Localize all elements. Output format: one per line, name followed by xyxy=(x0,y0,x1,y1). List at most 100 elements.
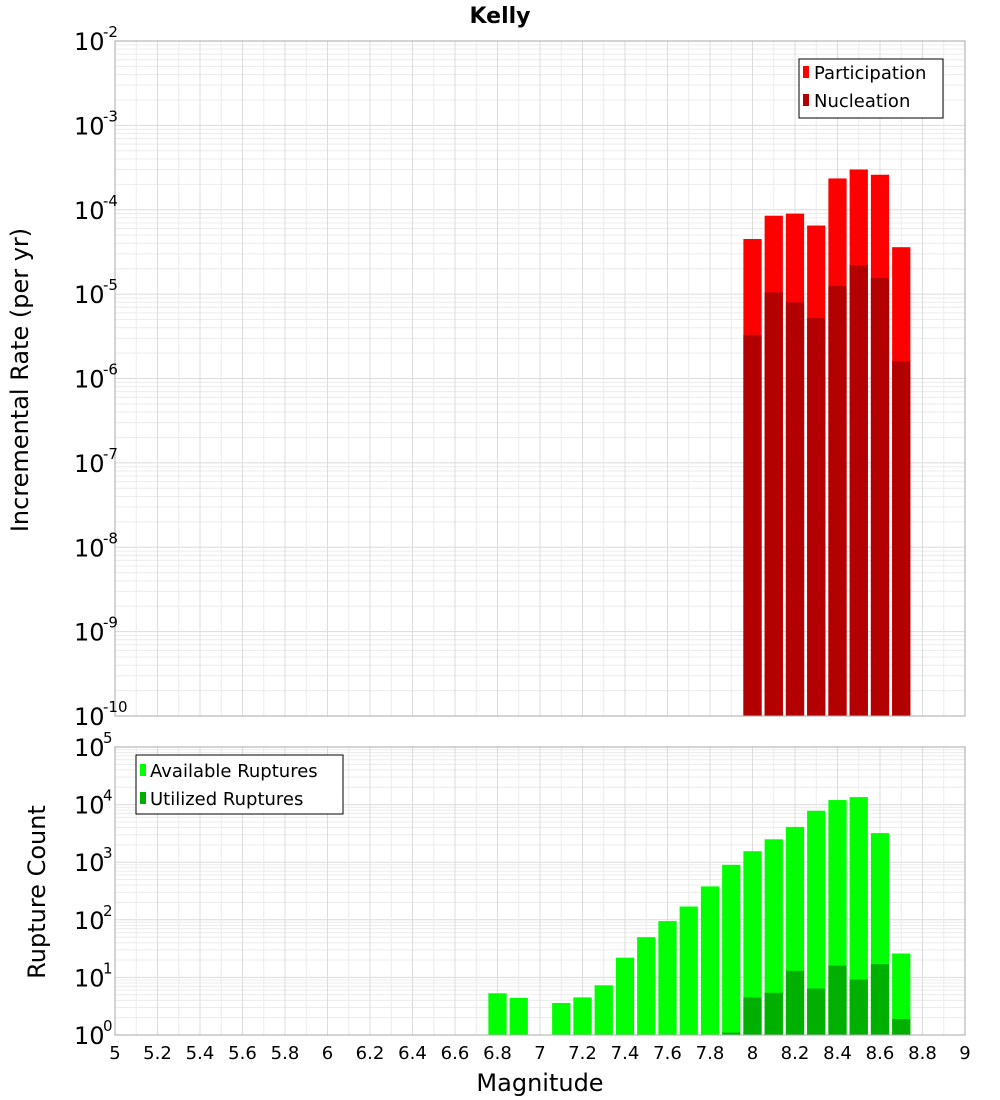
top-y-tick-label: 10 xyxy=(74,28,105,56)
x-tick-label: 7.2 xyxy=(568,1043,597,1064)
bottom-bars xyxy=(488,797,911,1035)
x-tick-label: 5.6 xyxy=(228,1043,257,1064)
x-tick-label: 6.6 xyxy=(441,1043,470,1064)
x-tick-label: 8 xyxy=(747,1043,758,1064)
top-bar-nucleation xyxy=(807,318,826,716)
top-bar-nucleation xyxy=(849,265,868,716)
top-bar-nucleation xyxy=(764,292,783,716)
bottom-y-axis-title: Rupture Count xyxy=(23,805,51,979)
legend-swatch-participation xyxy=(803,66,809,78)
bottom-bar-utilized-ruptures xyxy=(870,964,890,1035)
top-y-tick-label: 10 xyxy=(74,197,105,225)
bottom-bar-available-ruptures xyxy=(658,921,677,1035)
top-y-tick-exponent: -2 xyxy=(103,23,118,41)
bottom-bar-utilized-ruptures xyxy=(828,965,847,1035)
top-bar-nucleation xyxy=(892,361,911,716)
top-y-tick-exponent: -3 xyxy=(103,107,118,125)
x-tick-label: 7.8 xyxy=(696,1043,725,1064)
top-bar-nucleation xyxy=(870,278,890,716)
x-tick-label: 8.2 xyxy=(781,1043,810,1064)
top-y-tick-exponent: -6 xyxy=(103,361,118,379)
top-y-tick-label: 10 xyxy=(74,366,105,394)
bottom-y-tick-exponent: 5 xyxy=(103,729,113,747)
bottom-bar-utilized-ruptures xyxy=(722,1032,741,1035)
top-y-tick-exponent: -4 xyxy=(103,192,118,210)
top-bars xyxy=(743,169,911,717)
x-ticks: 5 5.2 5.4 5.6 5.8 6 6.2 6.4 6.6 6.8 7 7.2 7.4 7.6 7.8 8… xyxy=(109,1043,970,1064)
x-tick-label: 6.4 xyxy=(398,1043,427,1064)
bottom-bar-utilized-ruptures xyxy=(892,1018,911,1035)
x-axis-title: Magnitude xyxy=(476,1069,603,1097)
bottom-bar-available-ruptures xyxy=(594,985,613,1035)
x-tick-label: 5.2 xyxy=(143,1043,172,1064)
legend-swatch-nucleation xyxy=(803,94,809,106)
legend-swatch-available xyxy=(140,764,146,776)
top-y-tick-label: 10 xyxy=(74,281,105,309)
top-y-tick-label: 10 xyxy=(74,450,105,478)
top-y-tick-exponent: -9 xyxy=(103,614,118,632)
x-tick-label: 5.4 xyxy=(186,1043,215,1064)
legend-label-nucleation: Nucleation xyxy=(814,91,910,112)
bottom-bar-available-ruptures xyxy=(807,810,826,1035)
top-bar-nucleation xyxy=(785,302,805,716)
bottom-bar-utilized-ruptures xyxy=(743,997,762,1035)
bottom-bar-available-ruptures xyxy=(849,797,868,1035)
x-tick-label: 8.6 xyxy=(866,1043,895,1064)
bottom-bar-available-ruptures xyxy=(615,957,635,1035)
bottom-bar-available-ruptures xyxy=(743,851,762,1035)
bottom-bar-available-ruptures xyxy=(552,1002,571,1035)
bottom-y-tick-exponent: 4 xyxy=(103,787,113,805)
top-plot-frame xyxy=(114,40,966,717)
bottom-bar-utilized-ruptures xyxy=(849,979,868,1035)
bottom-legend-box xyxy=(135,754,344,815)
bottom-y-tick-label: 10 xyxy=(74,907,105,935)
legend-label-participation: Participation xyxy=(814,63,926,84)
legend-label-utilized: Utilized Ruptures xyxy=(150,789,303,810)
top-legend-box xyxy=(798,58,944,119)
top-y-tick-exponent: -10 xyxy=(103,698,128,716)
legend-swatch-utilized xyxy=(140,792,146,804)
bottom-bar-available-ruptures xyxy=(679,906,698,1035)
bottom-y-tick-label: 10 xyxy=(74,734,105,762)
bottom-plot-frame xyxy=(114,746,966,1036)
bottom-legend: Available Ruptures Utilized Ruptures xyxy=(135,754,344,815)
bottom-bar-utilized-ruptures xyxy=(785,970,805,1035)
top-legend: Participation Nucleation xyxy=(798,58,944,119)
x-tick-label: 6 xyxy=(322,1043,333,1064)
bottom-bar-available-ruptures xyxy=(892,953,911,1035)
bottom-y-tick-exponent: 3 xyxy=(103,844,113,862)
top-y-tick-label: 10 xyxy=(74,112,105,140)
x-tick-label: 6.2 xyxy=(356,1043,385,1064)
top-y-tick-label: 10 xyxy=(74,619,105,647)
x-tick-label: 5 xyxy=(109,1043,120,1064)
bottom-bar-utilized-ruptures xyxy=(764,992,783,1035)
bottom-bar-available-ruptures xyxy=(764,839,783,1035)
chart-title: Kelly xyxy=(469,4,530,29)
bottom-bar-utilized-ruptures xyxy=(807,988,826,1035)
x-tick-label: 7.4 xyxy=(611,1043,640,1064)
bottom-y-tick-exponent: 2 xyxy=(103,902,113,920)
legend-label-available: Available Ruptures xyxy=(150,761,318,782)
top-y-axis-title: Incremental Rate (per yr) xyxy=(6,228,34,532)
x-tick-label: 6.8 xyxy=(483,1043,512,1064)
bottom-y-tick-exponent: 1 xyxy=(103,959,113,977)
bottom-bar-available-ruptures xyxy=(488,993,507,1035)
x-tick-label: 7.6 xyxy=(653,1043,682,1064)
bottom-y-tick-label: 10 xyxy=(74,792,105,820)
x-tick-label: 5.8 xyxy=(271,1043,300,1064)
top-bar-nucleation xyxy=(828,285,847,716)
bottom-bar-available-ruptures xyxy=(509,997,528,1035)
top-bar-nucleation xyxy=(743,334,762,716)
x-tick-label: 8.8 xyxy=(908,1043,937,1064)
bottom-y-tick-label: 10 xyxy=(74,1022,105,1050)
bottom-y-tick-exponent: 0 xyxy=(103,1017,113,1035)
bottom-y-tick-label: 10 xyxy=(74,849,105,877)
bottom-bar-available-ruptures xyxy=(700,886,720,1035)
top-y-tick-exponent: -7 xyxy=(103,445,118,463)
x-tick-label: 7 xyxy=(534,1043,545,1064)
